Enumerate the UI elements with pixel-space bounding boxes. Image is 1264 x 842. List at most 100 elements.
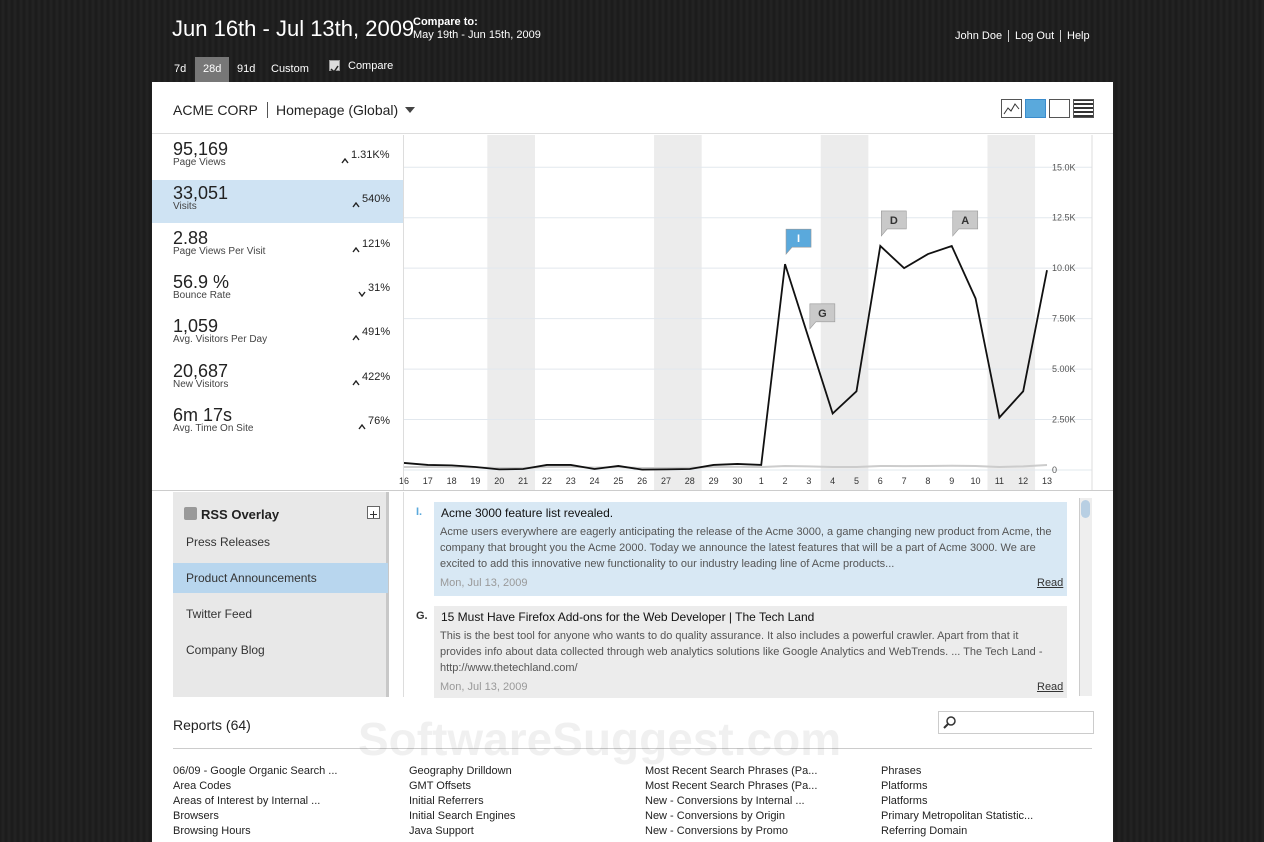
add-feed[interactable] [367,506,380,519]
report-link[interactable]: GMT Offsets [409,780,471,792]
report-link[interactable]: Java Support [409,825,474,837]
report-link[interactable]: New - Conversions by Promo [645,825,789,837]
search-box[interactable] [938,711,1094,734]
report-link[interactable]: Platforms [881,795,928,807]
divider [152,490,1113,491]
weekend-band [654,135,702,490]
read-link[interactable]: Read [1037,681,1064,693]
report-link[interactable]: Area Codes [173,780,232,792]
metric-label: Avg. Time On Site [173,422,254,434]
report-link[interactable]: Geography Drilldown [409,765,512,777]
feed-item[interactable]: Company Blog [186,643,265,657]
annotation-marker[interactable]: G [809,303,836,330]
entry-body: Acme users everywhere are eagerly antici… [440,526,1052,570]
range-tab[interactable]: 7d [174,63,187,75]
entry-title[interactable]: 15 Must Have Firefox Add-ons for the Web… [441,610,815,624]
compare-toggle[interactable]: Compare [348,60,394,72]
metric-change: 1.31K% [351,149,390,161]
trend-arrow [352,195,360,208]
x-tick-label: 13 [1042,476,1052,486]
user-link[interactable]: Log Out [1008,30,1054,42]
annotation-marker[interactable]: D [880,210,907,237]
range-tab[interactable]: 91d [237,63,256,75]
report-link[interactable]: Initial Referrers [409,795,484,807]
x-tick-label: 25 [613,476,623,486]
line-icon[interactable] [1001,99,1022,118]
feed-item[interactable]: Twitter Feed [186,607,253,621]
feed-item[interactable]: Product Announcements [186,571,317,585]
y-tick-label: 5.00K [1052,364,1076,374]
x-tick-label: 18 [447,476,457,486]
x-tick-label: 23 [566,476,576,486]
comment-icon[interactable] [1025,99,1046,118]
report-link[interactable]: Browsers [173,810,219,822]
report-link[interactable]: Most Recent Search Phrases (Pa... [645,780,818,792]
compare-checkbox[interactable] [329,60,340,74]
x-tick-label: 22 [542,476,552,486]
x-tick-label: 8 [925,476,930,486]
series-line [404,463,1048,469]
metric-label: Avg. Visitors Per Day [173,334,268,346]
report-link[interactable]: Areas of Interest by Internal ... [173,795,321,807]
table-icon[interactable] [1073,99,1094,118]
report-link[interactable]: Referring Domain [881,825,968,837]
annotation-marker[interactable]: A [952,210,979,237]
x-tick-label: 11 [995,476,1004,486]
read-link[interactable]: Read [1037,577,1064,589]
x-tick-label: 3 [806,476,811,486]
metric-value[interactable]: 20,687 [173,360,229,381]
x-tick-label: 19 [470,476,480,486]
user-link[interactable]: John Doe [955,30,1003,42]
metric-label: Bounce Rate [173,289,231,301]
feed-entry [434,502,1067,596]
font-icon[interactable] [1049,99,1070,118]
y-tick-label: 10.0K [1052,263,1076,273]
user-link[interactable]: Help [1060,30,1090,42]
range-tab[interactable]: 28d [195,57,230,82]
report-link[interactable]: Phrases [881,765,922,777]
x-tick-label: 16 [399,476,409,486]
series-line [403,244,1048,471]
annotation-marker[interactable]: I [785,228,812,255]
x-tick-label: 10 [971,476,981,486]
entry-marker: G. [416,610,428,622]
metric-value[interactable]: 56.9 % [173,271,230,292]
rss-panel [173,492,389,697]
report-link[interactable]: Primary Metropolitan Statistic... [881,810,1034,822]
x-tick-label: 29 [709,476,719,486]
feed-item[interactable]: Press Releases [186,535,271,549]
metric-value[interactable]: 6m 17s [173,404,233,425]
scrollbar[interactable] [1079,498,1092,696]
feed-entry [434,606,1067,698]
x-tick-label: 28 [685,476,695,486]
divider [173,748,1092,749]
report-link[interactable]: Initial Search Engines [409,810,516,822]
range-tab[interactable]: Custom [271,63,309,75]
annotation-label: I [797,233,800,245]
y-tick-label: 15.0K [1052,162,1076,172]
report-link[interactable]: Platforms [881,780,928,792]
x-tick-label: 17 [423,476,433,486]
metric-value[interactable]: 95,169 [173,139,229,159]
report-link[interactable]: 06/09 - Google Organic Search ... [173,765,338,777]
metric-value[interactable]: 33,051 [173,183,229,204]
feed-highlight [173,563,388,593]
annotation-label: A [961,215,969,227]
report-link[interactable]: Browsing Hours [173,825,251,837]
metric-value[interactable]: 2.88 [173,227,209,248]
metric-change: 540% [362,193,391,206]
metric-value[interactable]: 1,059 [173,316,219,337]
entry-title[interactable]: Acme 3000 feature list revealed. [441,506,614,520]
compare-label: Compare to: [413,16,478,28]
report-link[interactable]: New - Conversions by Internal ... [645,795,805,807]
report-link[interactable]: New - Conversions by Origin [645,810,785,822]
x-tick-label: 2 [783,476,788,486]
trend-arrow [352,373,360,385]
x-tick-label: 5 [854,476,859,486]
metric-change: 491% [362,326,391,339]
report-link[interactable]: Most Recent Search Phrases (Pa... [645,765,818,777]
page-selector[interactable]: Homepage (Global) [267,102,418,118]
metric-label: Visits [173,201,197,213]
x-tick-label: 21 [518,476,528,486]
